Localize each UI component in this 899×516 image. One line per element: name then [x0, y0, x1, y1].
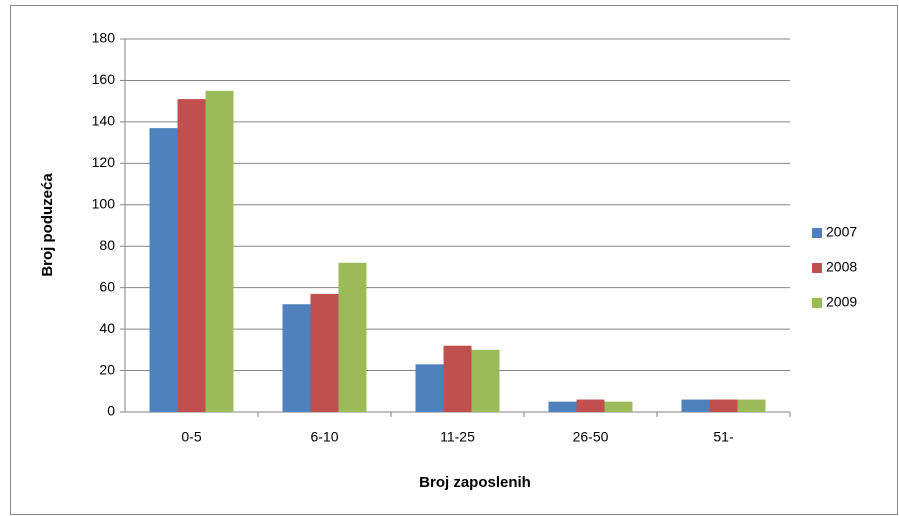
x-tick-label: 11-25 [440, 429, 475, 445]
legend-label: 2009 [826, 294, 857, 310]
x-tick-label: 26-50 [573, 429, 609, 445]
chart-border [10, 5, 898, 515]
bar [443, 345, 472, 412]
y-tick-label: 180 [92, 30, 116, 46]
x-axis-title: Broj zaposlenih [419, 474, 531, 491]
bar [548, 401, 577, 412]
bar [415, 364, 444, 412]
y-tick-label: 120 [92, 154, 116, 170]
bar [338, 262, 367, 412]
bar [604, 401, 633, 412]
y-tick-label: 80 [99, 237, 115, 253]
y-tick-label: 60 [99, 278, 115, 294]
legend-swatch [812, 263, 822, 273]
bar [709, 399, 738, 412]
bar [471, 349, 500, 412]
legend-label: 2008 [826, 259, 857, 275]
x-tick-label: 6-10 [310, 429, 338, 445]
legend-swatch [812, 228, 822, 238]
bar [737, 399, 766, 412]
y-tick-label: 20 [99, 361, 115, 377]
y-tick-label: 140 [92, 113, 116, 129]
bar [576, 399, 605, 412]
bar [205, 90, 234, 413]
bar [149, 128, 178, 412]
y-tick-label: 40 [99, 320, 115, 336]
x-tick-label: 51- [713, 429, 734, 445]
bar [177, 99, 206, 412]
legend-swatch [812, 298, 822, 308]
y-tick-label: 100 [92, 195, 116, 211]
x-tick-label: 0-5 [181, 429, 201, 445]
bar [310, 293, 339, 412]
bar [681, 399, 710, 412]
bar [282, 304, 311, 412]
y-tick-label: 160 [92, 71, 116, 87]
y-tick-label: 0 [107, 403, 115, 419]
y-axis-title: Broj poduzeća [39, 173, 56, 277]
legend-label: 2007 [826, 224, 857, 240]
